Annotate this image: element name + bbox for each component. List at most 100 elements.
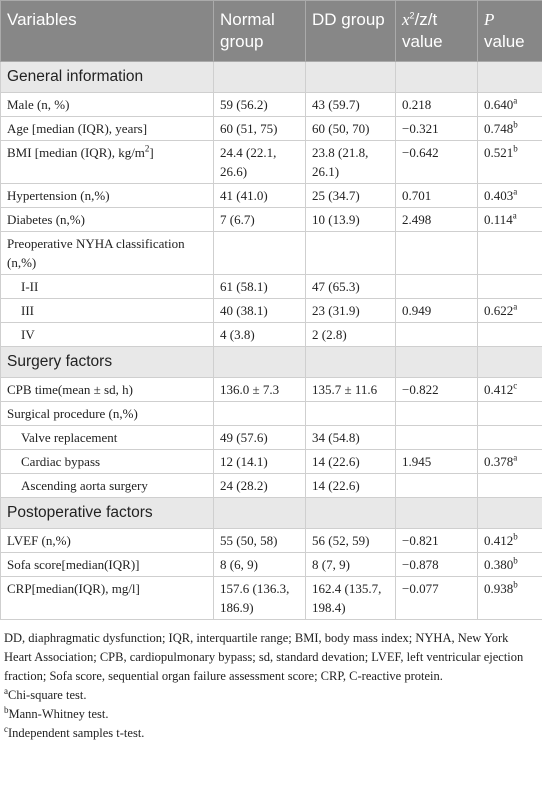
- normal-cell: 49 (57.6): [213, 425, 306, 450]
- p-cell: 0.622a: [477, 298, 542, 323]
- normal-cell: 41 (41.0): [213, 183, 306, 208]
- section-title: Postoperative factors: [0, 497, 214, 529]
- empty-cell: [395, 61, 478, 93]
- normal-cell: [213, 401, 306, 426]
- normal-cell: 61 (58.1): [213, 274, 306, 299]
- normal-cell: 8 (6, 9): [213, 552, 306, 577]
- dd-cell: 47 (65.3): [305, 274, 396, 299]
- data-row: Valve replacement 49 (57.6) 34 (54.8): [0, 425, 542, 450]
- normal-cell: 60 (51, 75): [213, 116, 306, 141]
- stat-cell: 0.701: [395, 183, 478, 208]
- empty-cell: [305, 61, 396, 93]
- header-text: /z/t value: [402, 10, 443, 51]
- p-cell: 0.521b: [477, 140, 542, 184]
- variable-text: BMI [median (IQR), kg/m: [7, 145, 145, 160]
- header-sup: 2: [409, 10, 415, 21]
- p-value: 0.412: [484, 533, 514, 548]
- data-row: I-II 61 (58.1) 47 (65.3): [0, 274, 542, 299]
- header-row: Variables Normal group DD group x2/z/t valu…: [0, 0, 542, 62]
- empty-cell: [477, 61, 542, 93]
- empty-cell: [477, 346, 542, 378]
- dd-cell: 2 (2.8): [305, 322, 396, 347]
- stat-cell: −0.821: [395, 528, 478, 553]
- data-row: CRP[median(IQR), mg/l] 157.6 (136.3, 186.…: [0, 576, 542, 620]
- p-value: 0.622: [484, 303, 514, 318]
- p-note: b: [513, 531, 518, 542]
- dd-cell: 23 (31.9): [305, 298, 396, 323]
- p-cell: 0.114a: [477, 207, 542, 232]
- p-cell: [477, 401, 542, 426]
- empty-cell: [395, 497, 478, 529]
- stat-cell: 2.498: [395, 207, 478, 232]
- dd-cell: 135.7 ± 11.6: [305, 377, 396, 402]
- variable-cell: Sofa score[median(IQR)]: [0, 552, 214, 577]
- variable-cell: Male (n, %): [0, 92, 214, 117]
- variable-text: Valve replacement: [21, 430, 118, 445]
- variable-text: LVEF (n,%): [7, 533, 71, 548]
- data-row: Hypertension (n,%) 41 (41.0) 25 (34.7) 0.70…: [0, 183, 542, 208]
- empty-cell: [213, 61, 306, 93]
- data-row: Age [median (IQR), years] 60 (51, 75) 60 (…: [0, 116, 542, 141]
- p-note: b: [513, 555, 518, 566]
- normal-cell: 24.4 (22.1, 26.6): [213, 140, 306, 184]
- section-row: Surgery factors: [0, 346, 542, 378]
- stat-cell: −0.321: [395, 116, 478, 141]
- dd-cell: 14 (22.6): [305, 473, 396, 498]
- p-note: b: [513, 579, 518, 590]
- p-note: a: [513, 186, 518, 197]
- empty-cell: [395, 346, 478, 378]
- normal-cell: 136.0 ± 7.3: [213, 377, 306, 402]
- p-note: b: [513, 119, 518, 130]
- variable-sup: 2: [144, 143, 150, 154]
- variable-text: Cardiac bypass: [21, 454, 101, 469]
- empty-cell: [305, 497, 396, 529]
- variable-text: Diabetes (n,%): [7, 212, 85, 227]
- section-row: Postoperative factors: [0, 497, 542, 529]
- normal-cell: 12 (14.1): [213, 449, 306, 474]
- dd-cell: 60 (50, 70): [305, 116, 396, 141]
- variable-text: Male (n, %): [7, 97, 70, 112]
- section-title: Surgery factors: [0, 346, 214, 378]
- normal-cell: 157.6 (136.3, 186.9): [213, 576, 306, 620]
- variable-cell: Age [median (IQR), years]: [0, 116, 214, 141]
- variable-text: Preoperative NYHA classification (n,%): [7, 236, 185, 270]
- variable-text: CRP[median(IQR), mg/l]: [7, 581, 140, 596]
- stat-cell: [395, 231, 478, 275]
- p-note: c: [513, 380, 518, 391]
- normal-cell: 24 (28.2): [213, 473, 306, 498]
- p-cell: 0.378a: [477, 449, 542, 474]
- stat-cell: [395, 473, 478, 498]
- variable-text: Surgical procedure (n,%): [7, 406, 138, 421]
- variable-text: I-II: [21, 279, 39, 294]
- dd-cell: 8 (7, 9): [305, 552, 396, 577]
- data-row: Diabetes (n,%) 7 (6.7) 10 (13.9) 2.498 0.114…: [0, 207, 542, 232]
- note-text: Mann-Whitney test.: [8, 707, 109, 721]
- variable-cell: Valve replacement: [0, 425, 214, 450]
- stat-cell: [395, 401, 478, 426]
- stat-cell: 1.945: [395, 449, 478, 474]
- p-value: 0.938: [484, 581, 514, 596]
- empty-cell: [477, 497, 542, 529]
- header-symbol: P: [484, 10, 495, 29]
- stat-cell: −0.822: [395, 377, 478, 402]
- p-value: 0.521: [484, 145, 514, 160]
- header-cell: x2/z/t value: [395, 0, 478, 62]
- stat-cell: 0.949: [395, 298, 478, 323]
- header-cell: Normal group: [213, 0, 306, 62]
- variable-cell: Hypertension (n,%): [0, 183, 214, 208]
- p-cell: [477, 425, 542, 450]
- data-row: Cardiac bypass 12 (14.1) 14 (22.6) 1.945 0.3…: [0, 449, 542, 474]
- variable-text: ]: [149, 145, 154, 160]
- dd-cell: 56 (52, 59): [305, 528, 396, 553]
- dd-cell: 25 (34.7): [305, 183, 396, 208]
- note-mark: b: [4, 704, 9, 715]
- section-title: General information: [0, 61, 214, 93]
- data-row: Male (n, %) 59 (56.2) 43 (59.7) 0.218 0.640a: [0, 92, 542, 117]
- data-row: Surgical procedure (n,%): [0, 401, 542, 426]
- normal-cell: 40 (38.1): [213, 298, 306, 323]
- variable-cell: BMI [median (IQR), kg/m2]: [0, 140, 214, 184]
- note-mark: a: [4, 685, 8, 696]
- p-cell: 0.748b: [477, 116, 542, 141]
- table-head: Variables Normal group DD group x2/z/t valu…: [0, 0, 542, 62]
